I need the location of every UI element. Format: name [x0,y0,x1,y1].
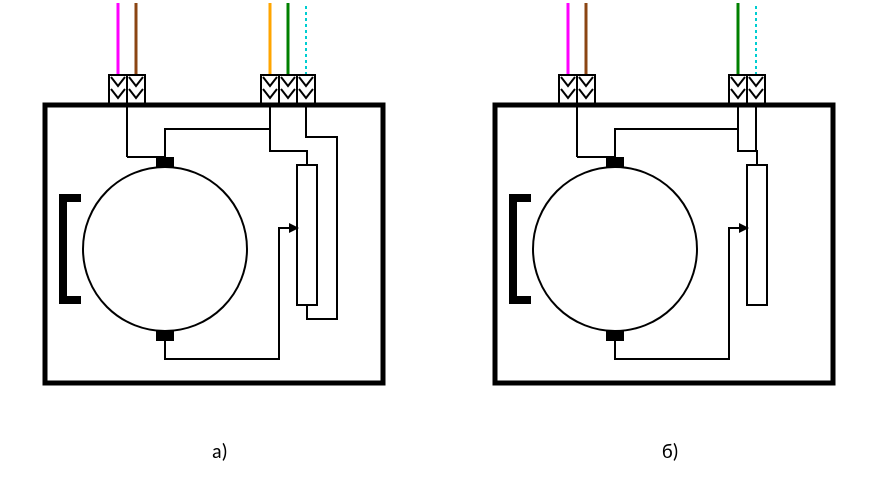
label-b: б) [662,440,679,464]
panel-b [495,3,833,383]
diagram-svg [0,0,895,502]
panel-a [45,3,383,383]
label-a: a) [212,440,228,464]
